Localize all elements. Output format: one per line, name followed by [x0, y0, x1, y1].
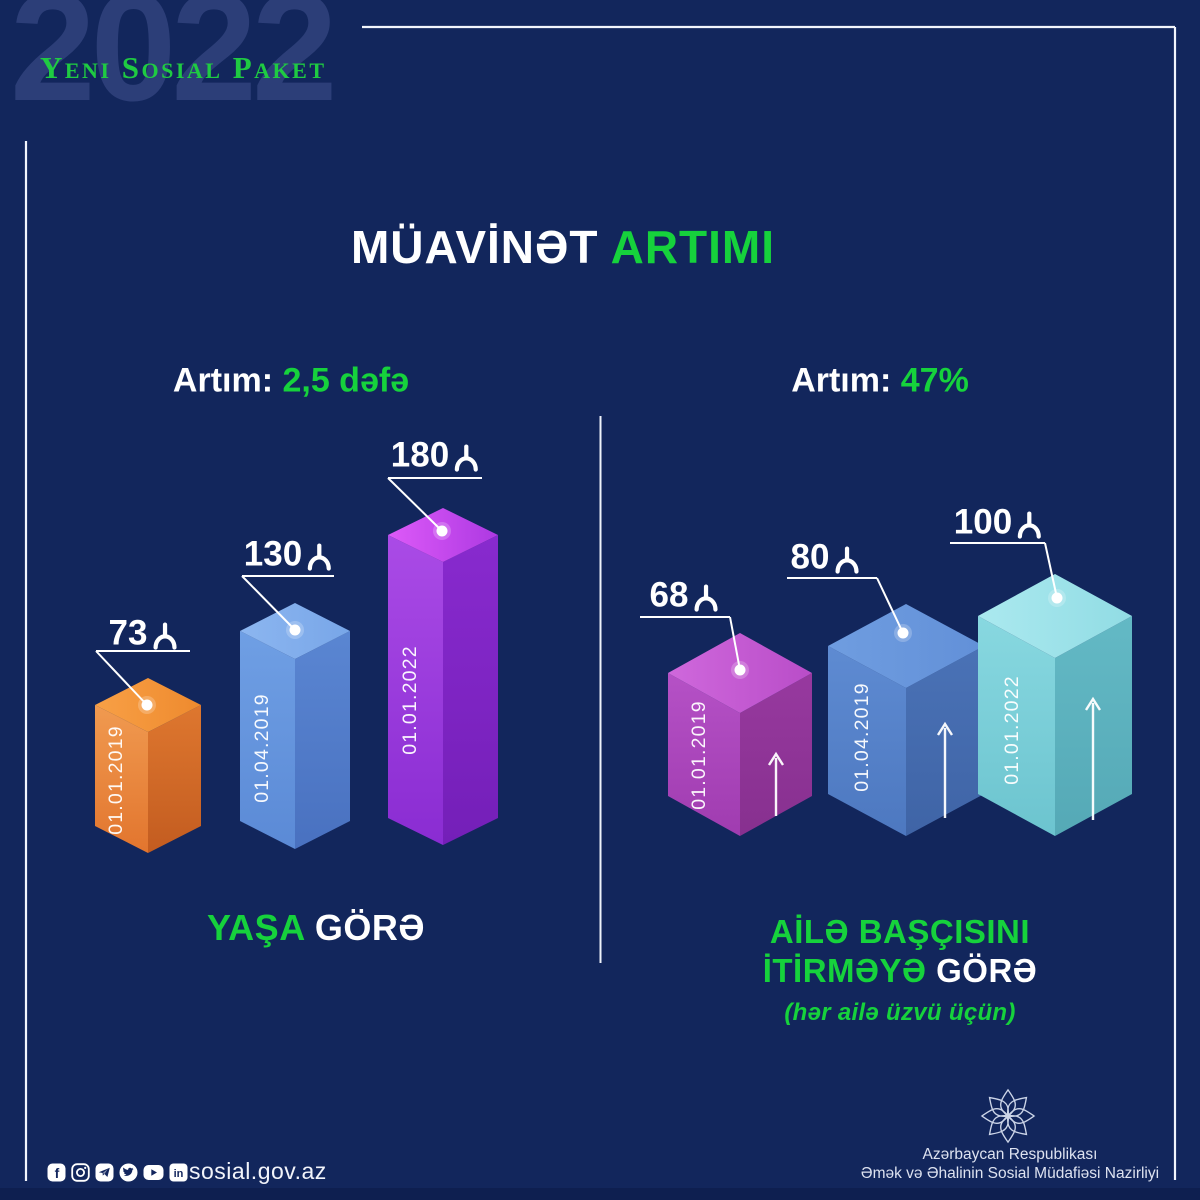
bar-left-face — [95, 705, 148, 853]
svg-text:in: in — [174, 1168, 184, 1180]
bar-date-label: 01.04.2019 — [851, 682, 873, 792]
left-increase-value: 2,5 dəfə — [282, 361, 410, 400]
page-title-green: ARTIMI — [610, 221, 776, 273]
facebook-icon[interactable]: f — [47, 1163, 66, 1187]
bar-right-face — [1055, 616, 1132, 836]
leader-dot — [289, 624, 301, 636]
value-label-130-manat: 130 — [244, 537, 332, 572]
bar-date-label: 01.04.2019 — [251, 693, 273, 803]
value-label-73-manat: 73 — [109, 616, 178, 651]
bar-right-face — [740, 673, 812, 836]
growth-arrow-icon — [936, 721, 954, 818]
ministry-name: Azərbaycan Respublikası Əmək və Əhalinin… — [861, 1146, 1159, 1183]
bar-left-face — [388, 535, 443, 845]
website-link[interactable]: sosial.gov.az — [189, 1158, 327, 1184]
manat-sign-icon — [694, 584, 718, 612]
leader-line — [787, 577, 912, 642]
value-label-80-manat: 80 — [791, 540, 860, 575]
manat-sign-icon — [455, 444, 479, 472]
bar-date-label: 01.01.2022 — [399, 645, 421, 755]
leader-line — [950, 542, 1066, 607]
growth-arrow-icon — [1084, 696, 1102, 820]
manat-sign-icon — [308, 543, 332, 571]
growth-arrow-icon — [767, 751, 785, 816]
value-label-180-manat: 180 — [391, 438, 479, 473]
value-label-100-manat: 100 — [954, 505, 1042, 540]
bottom-strip — [0, 1188, 1200, 1200]
svg-text:f: f — [55, 1165, 60, 1181]
leader-dot — [1051, 592, 1063, 604]
bar-top-face — [668, 633, 812, 713]
right-chart-caption: AİLƏ BAŞÇISINI İTİRMƏYƏ GÖRƏ (hər ailə ü… — [763, 912, 1038, 1032]
leader-dot — [734, 664, 746, 676]
value-number: 130 — [243, 534, 303, 574]
manat-sign-icon — [835, 546, 859, 574]
leader-line — [241, 575, 334, 639]
bar-left-face — [240, 631, 295, 849]
page-title: MÜAVİNƏT ARTIMI — [351, 220, 775, 274]
bar-left-face — [828, 646, 906, 836]
bar-right-face — [148, 705, 201, 853]
left-caption-green: YAŞA — [206, 907, 305, 948]
brand-title: Yeni Sosial Paket — [40, 50, 327, 85]
telegram-icon[interactable] — [95, 1163, 114, 1187]
bar-date-label: 01.01.2019 — [688, 700, 710, 810]
bar-right-face — [443, 535, 498, 845]
twitter-icon[interactable] — [119, 1163, 138, 1187]
leader-line — [387, 477, 482, 540]
right-caption-line2-green: İTİRMƏYƏ — [762, 952, 927, 989]
ministry-logo-icon — [981, 1088, 1035, 1143]
left-chart-increase: Artım: 2,5 dəfə — [173, 362, 409, 401]
bar-left-3: 01.01.2022 — [388, 508, 498, 845]
leader-dot — [897, 627, 909, 639]
bar-left-face — [978, 616, 1055, 836]
bar-date-label: 01.01.2019 — [105, 725, 127, 835]
manat-sign-icon — [153, 622, 177, 650]
value-number: 180 — [390, 435, 450, 475]
bar-right-1: 01.01.2019 — [668, 633, 812, 836]
year-watermark: 2022 — [10, 0, 338, 133]
bar-left-face — [668, 673, 740, 836]
page-title-white: MÜAVİNƏT — [350, 221, 599, 273]
ministry-line1: Azərbaycan Respublikası — [922, 1146, 1098, 1163]
bar-date-label: 01.01.2022 — [1001, 675, 1023, 785]
leader-line — [640, 616, 749, 679]
bar-left-1: 01.01.2019 — [95, 678, 201, 853]
linkedin-icon[interactable]: in — [169, 1163, 188, 1187]
bar-top-face — [95, 678, 201, 732]
leader-dot — [436, 525, 448, 537]
right-chart-increase: Artım: 47% — [791, 362, 969, 401]
leader-line — [95, 650, 190, 714]
bar-top-face — [978, 574, 1132, 658]
value-number: 68 — [649, 575, 689, 615]
manat-sign-icon — [1018, 511, 1042, 539]
right-increase-label: Artım: — [791, 361, 892, 400]
value-number: 73 — [108, 613, 148, 653]
bar-left-2: 01.04.2019 — [240, 603, 350, 849]
left-increase-label: Artım: — [172, 361, 274, 400]
value-number: 100 — [953, 502, 1013, 542]
social-icons-row: f in — [47, 1163, 188, 1187]
right-caption-line1: AİLƏ BAŞÇISINI — [769, 913, 1031, 950]
value-number: 80 — [790, 537, 830, 577]
right-increase-value: 47% — [900, 361, 969, 400]
bar-top-face — [828, 604, 984, 688]
value-label-68-manat: 68 — [650, 578, 719, 613]
bar-right-3: 01.01.2022 — [978, 574, 1132, 836]
right-caption-note: (hər ailə üzvü üçün) — [784, 999, 1016, 1026]
bar-right-2: 01.04.2019 — [828, 604, 984, 836]
leader-dot — [141, 699, 153, 711]
bar-top-face — [240, 603, 350, 659]
left-chart-caption: YAŞA GÖRƏ — [207, 907, 425, 949]
bar-right-face — [906, 646, 984, 836]
left-caption-white: GÖRƏ — [314, 907, 426, 948]
youtube-icon[interactable] — [143, 1163, 164, 1187]
instagram-icon[interactable] — [71, 1163, 90, 1187]
right-caption-line2-white: GÖRƏ — [936, 952, 1038, 989]
bar-right-face — [295, 631, 350, 849]
bar-top-face — [388, 508, 498, 562]
ministry-line2: Əmək və Əhalinin Sosial Müdafiəsi Nazirl… — [860, 1164, 1160, 1182]
